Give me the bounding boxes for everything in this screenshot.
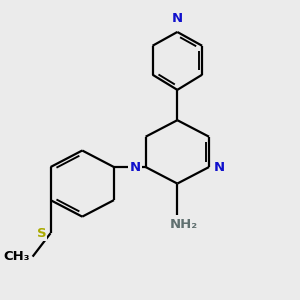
Text: CH₃: CH₃ bbox=[3, 250, 30, 263]
Text: N: N bbox=[214, 160, 225, 173]
Text: N: N bbox=[130, 160, 141, 173]
Text: S: S bbox=[37, 227, 46, 240]
Text: NH₂: NH₂ bbox=[170, 218, 198, 231]
Text: N: N bbox=[172, 12, 183, 25]
